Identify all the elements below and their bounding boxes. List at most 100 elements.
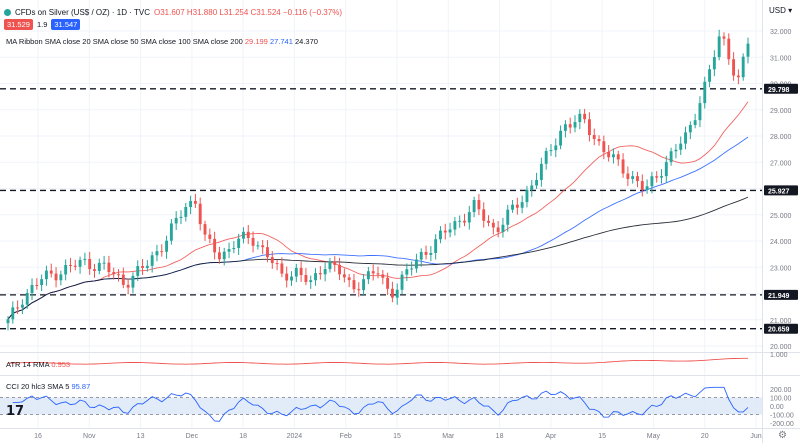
candle-body <box>563 124 567 131</box>
candle-body <box>112 272 116 275</box>
candle-body <box>73 265 77 267</box>
candle-body <box>189 200 193 208</box>
candle-body <box>107 262 111 273</box>
candle-body <box>568 124 572 128</box>
candle-body <box>280 263 284 274</box>
sma50-line <box>7 136 749 320</box>
time-axis[interactable]: 16 Nov 13 Dec 18 2024 Feb 15 Mar 18 Apr 15 May 20 Jun <box>34 433 762 440</box>
ma-ribbon-legend[interactable]: MA Ribbon SMA close 20 SMA close 50 SMA … <box>6 37 318 46</box>
cci-label: CCI 20 hlc3 SMA 5 <box>6 382 70 391</box>
candle-body <box>59 274 63 281</box>
candle-body <box>174 217 178 224</box>
price-tick-label: 32.000 <box>770 29 792 36</box>
candle-body <box>126 284 130 288</box>
candle-body <box>636 176 639 182</box>
candle-body <box>640 181 644 190</box>
candle-body <box>458 220 462 222</box>
candle-body <box>453 221 457 230</box>
candle-body <box>333 261 337 265</box>
candle-body <box>366 271 370 280</box>
candle-body <box>45 270 48 280</box>
bid-button[interactable]: 31.529 <box>4 19 33 30</box>
candle-body <box>684 132 687 144</box>
level-tag-label: 29.798 <box>768 87 790 94</box>
candle-body <box>539 163 543 180</box>
candle-body <box>419 251 423 260</box>
candle-body <box>525 189 529 203</box>
atr-value: 0.953 <box>51 360 71 369</box>
candle-body <box>11 307 15 320</box>
candle-body <box>69 264 72 266</box>
candle-body <box>463 220 466 223</box>
price-tick-label: 21.000 <box>770 318 792 325</box>
gear-icon[interactable]: ⚙ <box>778 430 787 441</box>
candle-body <box>535 179 539 186</box>
candle-body <box>554 145 558 151</box>
cci-value: 95.87 <box>71 382 91 391</box>
symbol-title[interactable]: CFDs on Silver (US$ / OZ) · 1D · TVC <box>15 7 150 17</box>
candle-body <box>54 273 58 281</box>
candle-body <box>88 258 92 270</box>
time-tick-label: 2024 <box>287 433 303 440</box>
candle-body <box>674 149 678 152</box>
candle-body <box>16 307 20 309</box>
candle-body <box>477 199 481 210</box>
candle-body <box>621 159 625 174</box>
price-tick-label: 24.000 <box>770 239 792 246</box>
candle-body <box>688 124 692 133</box>
candle-body <box>6 319 10 324</box>
tradingview-logo-icon[interactable]: 17 <box>6 404 25 419</box>
candle-body <box>559 130 563 146</box>
candle-body <box>515 204 519 208</box>
candle-body <box>232 247 236 250</box>
candle-body <box>530 185 534 190</box>
candle-body <box>443 230 447 233</box>
candle-body <box>246 231 250 239</box>
candle-body <box>491 222 495 228</box>
candle-body <box>722 36 726 39</box>
price-tick-label: 29.000 <box>770 108 792 115</box>
candle-body <box>347 277 351 281</box>
candle-body <box>145 265 149 268</box>
cci-tick-label: 0.00 <box>770 404 784 411</box>
candle-body <box>669 151 673 163</box>
candle-body <box>376 273 380 275</box>
candle-body <box>602 141 606 153</box>
candle-body <box>660 176 663 178</box>
candle-body <box>424 251 428 255</box>
candle-body <box>386 277 390 289</box>
atr-tick-label: 1.000 <box>770 352 788 359</box>
candle-body <box>626 173 630 179</box>
level-tag-label: 25.927 <box>768 188 790 195</box>
candle-body <box>328 261 332 270</box>
price-axis[interactable]: 32.00031.00030.00029.00028.00027.00026.0… <box>762 0 794 443</box>
candle-body <box>612 154 615 158</box>
atr-label: ATR 14 RMA <box>6 360 50 369</box>
time-tick-label: May <box>647 433 661 440</box>
candle-body <box>736 75 740 78</box>
ask-button[interactable]: 31.547 <box>51 19 81 30</box>
candle-body <box>266 247 269 258</box>
candle-body <box>193 200 197 204</box>
candle-body <box>342 274 346 278</box>
candle-body <box>487 220 490 223</box>
candle-body <box>708 69 711 82</box>
candle-body <box>645 186 649 190</box>
candle-body <box>400 274 404 290</box>
atr-legend[interactable]: ATR 14 RMA 0.953 <box>6 360 70 369</box>
candle-body <box>208 234 212 239</box>
support-resistance-levels <box>0 88 762 330</box>
candle-body <box>357 289 361 291</box>
candle-body <box>213 238 217 253</box>
candle-body <box>97 262 101 271</box>
candle-body <box>664 162 668 177</box>
candle-body <box>741 56 745 78</box>
candle-body <box>712 57 716 70</box>
currency-button[interactable]: USD ▾ <box>769 6 793 15</box>
candle-body <box>155 251 159 256</box>
cci-legend[interactable]: CCI 20 hlc3 SMA 5 95.87 <box>6 382 90 391</box>
candle-body <box>30 284 34 293</box>
cci-tick-label: -200.00 <box>770 421 794 428</box>
candle-body <box>203 224 207 235</box>
